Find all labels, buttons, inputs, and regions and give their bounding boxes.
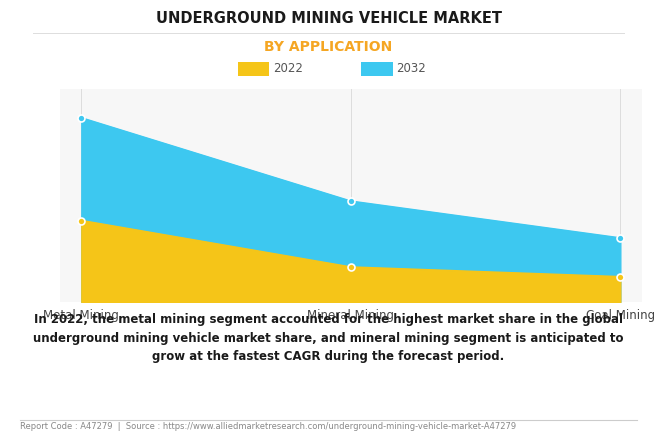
Text: UNDERGROUND MINING VEHICLE MARKET: UNDERGROUND MINING VEHICLE MARKET — [156, 11, 501, 26]
Text: In 2022, the metal mining segment accounted for the highest market share in the : In 2022, the metal mining segment accoun… — [34, 313, 623, 363]
Text: BY APPLICATION: BY APPLICATION — [264, 40, 393, 54]
Text: 2032: 2032 — [396, 62, 426, 75]
Text: Report Code : A47279  |  Source : https://www.alliedmarketresearch.com/undergrou: Report Code : A47279 | Source : https://… — [20, 422, 516, 431]
Text: 2022: 2022 — [273, 62, 302, 75]
